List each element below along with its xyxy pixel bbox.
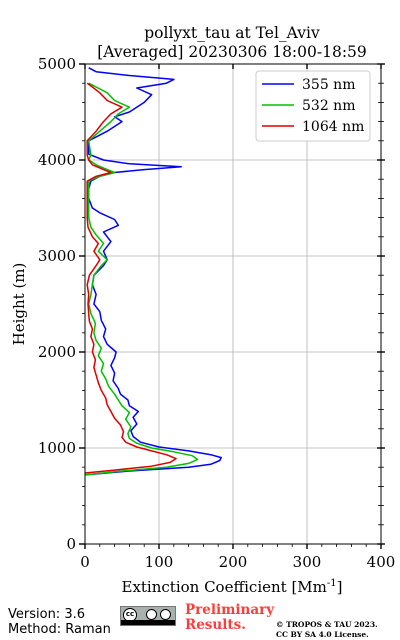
cc-sa-icon — [160, 609, 171, 620]
chart-title: pollyxt_tau at Tel_Aviv — [144, 24, 320, 42]
x-tick-label: 200 — [219, 553, 248, 571]
legend-label: 355 nm — [302, 77, 355, 93]
series-line-1064-nm — [84, 82, 177, 474]
preliminary-line-1: Preliminary — [185, 602, 275, 618]
y-tick-label: 3000 — [38, 247, 76, 265]
copyright-line-2: CC BY SA 4.0 License. — [276, 630, 369, 639]
legend-label: 1064 nm — [302, 119, 364, 135]
series-lines — [84, 67, 222, 476]
y-tick-label: 2000 — [38, 343, 76, 361]
x-axis-label: Extinction Coefficient [Mm-1] — [122, 578, 343, 596]
preliminary-line-2: Results. — [185, 617, 246, 633]
preliminary-results-note: Preliminary Results. — [185, 603, 274, 633]
axis-ticks — [79, 63, 385, 549]
method-text: Method: Raman — [8, 622, 111, 637]
x-tick-label: 100 — [145, 553, 174, 571]
y-tick-label: 1000 — [38, 439, 76, 457]
legend-box — [255, 70, 371, 142]
version-text: Version: 3.6 — [8, 607, 85, 622]
y-tick-label: 5000 — [38, 55, 76, 73]
chart-subtitle: [Averaged] 20230306 18:00-18:59 — [97, 43, 367, 61]
y-tick-label: 0 — [66, 535, 76, 553]
x-tick-label: 400 — [367, 553, 396, 571]
y-axis-label: Height (m) — [10, 263, 28, 346]
series-line-532-nm — [84, 82, 199, 476]
chart-legend: 355 nm 532 nm 1064 nm — [255, 70, 371, 142]
x-tick-label: 0 — [80, 553, 90, 571]
y-tick-label: 4000 — [38, 151, 76, 169]
x-tick-label: 300 — [293, 553, 322, 571]
cc-by-icon — [146, 609, 157, 620]
copyright-note: © TROPOS & TAU 2023. CC BY SA 4.0 Licens… — [276, 620, 378, 640]
copyright-line-1: © TROPOS & TAU 2023. — [276, 620, 378, 629]
cc-license-badge: cc — [120, 606, 176, 626]
legend-label: 532 nm — [302, 98, 355, 114]
cc-badge-strip — [121, 620, 175, 625]
